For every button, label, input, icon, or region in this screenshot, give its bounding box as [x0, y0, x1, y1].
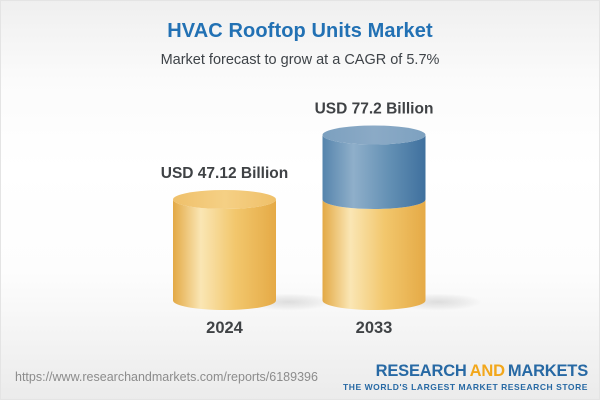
- footer: https://www.researchandmarkets.com/repor…: [0, 354, 600, 400]
- cylinder-segment-gold: [173, 199, 276, 310]
- logo-word-and: AND: [469, 362, 505, 380]
- bar-category-label: 2033: [356, 319, 393, 337]
- bar-category-label: 2024: [206, 319, 244, 337]
- logo-word-markets: MARKETS: [507, 362, 588, 380]
- cylinder-top: [322, 125, 426, 145]
- research-and-markets-logo: RESEARCH AND MARKETS THE WORLD'S LARGEST M…: [343, 363, 588, 391]
- chart-title: HVAC Rooftop Units Market: [167, 20, 433, 42]
- logo-wordmark: RESEARCH AND MARKETS: [343, 362, 589, 380]
- cylinder-segment-gold: [322, 199, 426, 310]
- logo-tagline: THE WORLD'S LARGEST MARKET RESEARCH STOR…: [343, 381, 588, 392]
- cylinder-top: [173, 189, 276, 209]
- chart-subtitle: Market forecast to grow at a CAGR of 5.7…: [160, 52, 440, 68]
- chart-header: HVAC Rooftop Units Market Market forecas…: [0, 20, 600, 68]
- cylinder-segment-blue: [322, 135, 426, 209]
- bar-value-label: USD 47.12 Billion: [161, 165, 288, 182]
- logo-word-research: RESEARCH: [375, 362, 467, 380]
- report-url[interactable]: https://www.researchandmarkets.com/repor…: [15, 370, 318, 384]
- bar-value-label: USD 77.2 Billion: [315, 101, 434, 118]
